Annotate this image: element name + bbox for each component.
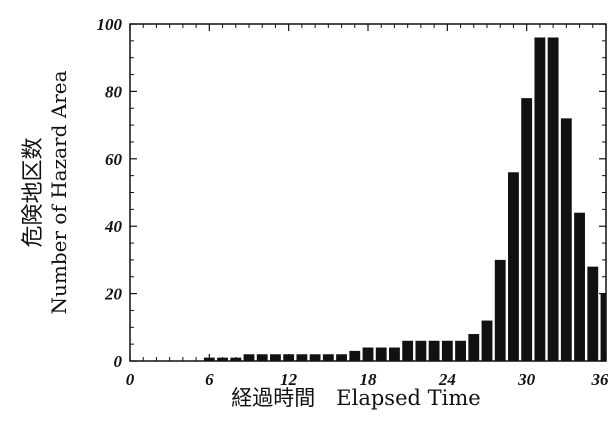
x-tick-label: 12 — [280, 370, 298, 389]
bar — [521, 98, 533, 361]
bar — [494, 259, 506, 361]
bar — [560, 118, 572, 361]
y-tick-label: 0 — [114, 352, 123, 371]
x-tick-label: 6 — [205, 370, 214, 389]
bar — [428, 340, 440, 361]
bar — [547, 37, 559, 361]
bar — [468, 334, 480, 361]
plot-frame — [129, 23, 607, 362]
bar — [534, 37, 546, 361]
x-tick-label: 18 — [360, 370, 378, 389]
bar — [574, 212, 585, 361]
bar — [441, 340, 453, 361]
y-axis-label-japanese: 危険地区数 — [21, 137, 46, 247]
x-tick-label: 30 — [517, 370, 536, 389]
y-axis-label-group: 危険地区数 Number of Hazard Area — [21, 70, 71, 314]
y-tick-label: 60 — [105, 150, 123, 169]
y-tick-label: 80 — [105, 82, 123, 101]
bars-group — [203, 37, 606, 361]
bar — [349, 350, 361, 361]
y-tick-label: 100 — [97, 15, 123, 34]
y-tick-label: 40 — [104, 217, 123, 236]
bar — [455, 340, 466, 361]
y-ticks-group: 0 20 40 60 80 100 — [97, 15, 606, 371]
y-tick-label: 20 — [104, 285, 123, 304]
bar — [402, 340, 414, 361]
bar — [481, 320, 493, 361]
bar — [415, 340, 427, 361]
x-tick-label: 24 — [438, 370, 456, 389]
x-axis-label: 経過時間 Elapsed Time — [231, 386, 480, 410]
y-axis-label-english: Number of Hazard Area — [47, 70, 71, 314]
x-tick-label: 36 — [591, 370, 608, 389]
bar — [375, 347, 387, 361]
bar — [508, 172, 519, 361]
bar — [587, 266, 599, 361]
x-ticks-group: 0 6 12 18 24 30 36 — [126, 24, 608, 389]
bar — [389, 347, 400, 361]
x-tick-label: 0 — [126, 370, 135, 389]
